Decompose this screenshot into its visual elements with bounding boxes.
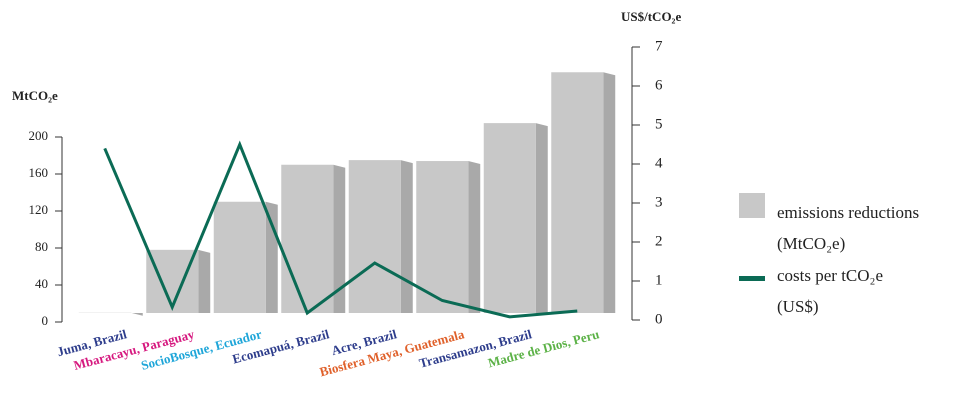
bar-side xyxy=(535,123,548,313)
y-tick-label: 160 xyxy=(29,165,49,180)
bar xyxy=(213,201,266,313)
y2-tick-label: 3 xyxy=(655,194,663,210)
bar xyxy=(348,160,401,313)
legend-label: costs per tCO₂e (US$) xyxy=(777,266,884,316)
y2-tick-label: 5 xyxy=(655,116,663,132)
y2-tick-label: 7 xyxy=(655,38,663,54)
legend-label: emissions reductions (MtCO₂e) xyxy=(777,203,920,253)
y-tick-label: 120 xyxy=(29,202,49,217)
bar xyxy=(281,164,334,313)
bar xyxy=(551,72,604,313)
y2-tick-label: 4 xyxy=(655,155,663,171)
bar xyxy=(416,161,469,313)
y2-tick-label: 6 xyxy=(655,77,663,93)
bar-side xyxy=(333,164,346,313)
line xyxy=(103,140,578,319)
y2-tick-label: 2 xyxy=(655,233,663,249)
y-axis-title: MtCO₂e xyxy=(12,88,58,103)
bar xyxy=(483,123,536,313)
y2-axis-title: US$/tCO₂e xyxy=(621,9,681,24)
legend-swatch xyxy=(739,193,765,218)
y2-tick-label: 0 xyxy=(655,311,663,327)
legend-swatch xyxy=(739,276,765,281)
y-tick-label: 0 xyxy=(42,313,49,328)
y-tick-label: 40 xyxy=(35,276,48,291)
y-tick-label: 200 xyxy=(29,128,49,143)
y-tick-label: 80 xyxy=(35,239,48,254)
bar-side xyxy=(400,160,413,313)
bar-side xyxy=(198,249,211,313)
bar-side xyxy=(603,72,616,313)
y2-tick-label: 1 xyxy=(655,272,663,288)
bar-side xyxy=(468,161,481,313)
bar-side xyxy=(130,312,143,316)
bar xyxy=(146,249,199,313)
bar-side xyxy=(265,201,278,313)
